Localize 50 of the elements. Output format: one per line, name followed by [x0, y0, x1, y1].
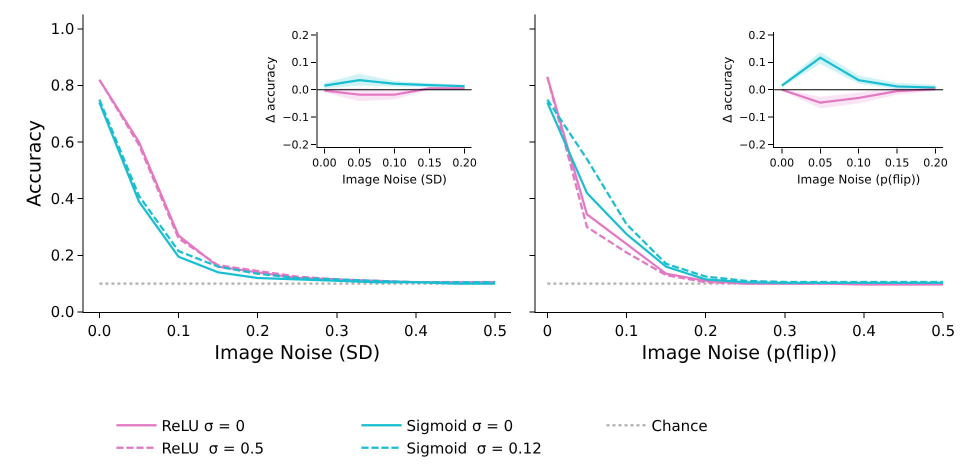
x-tick-label: 0.20 [452, 156, 477, 170]
x-tick-label: 0.0 [87, 322, 112, 340]
x-tick-label: 0.4 [852, 322, 876, 340]
x-axis-title: Image Noise (SD) [214, 342, 380, 364]
legend-label: Sigmoid σ = 0.12 [406, 440, 542, 458]
x-axis-title: Image Noise (SD) [342, 172, 447, 186]
y-tick-label: 0.1 [292, 56, 310, 70]
x-tick-label: 0.15 [417, 156, 442, 170]
legend-label: ReLU σ = 0 [162, 417, 245, 436]
y-tick-label: 0.4 [50, 190, 74, 208]
x-tick-label: 0.5 [483, 322, 508, 340]
x-tick-label: 0.20 [923, 156, 948, 170]
legend-label: Chance [652, 417, 708, 436]
x-axis-title: Image Noise (p(flip)) [797, 172, 920, 186]
x-tick-label: 0.10 [382, 156, 407, 170]
x-tick-label: 0.3 [324, 322, 349, 340]
y-tick-label: 0.2 [748, 28, 766, 42]
x-tick-label: 0.2 [246, 322, 270, 340]
y-tick-label: 0.8 [50, 76, 74, 95]
y-tick-label: −0.1 [739, 110, 766, 124]
y-tick-label: 0.2 [50, 246, 74, 265]
legend-label: Sigmoid σ = 0 [406, 417, 514, 436]
y-tick-label: −0.2 [282, 138, 310, 152]
y-tick-label: 0.0 [50, 303, 74, 322]
x-tick-label: 0.10 [846, 156, 871, 170]
y-axis-title: Δ accuracy [720, 56, 734, 123]
legend-label: ReLU σ = 0.5 [162, 440, 264, 458]
y-tick-label: −0.1 [282, 110, 310, 124]
x-tick-label: 0.00 [312, 156, 337, 170]
x-tick-label: 0.05 [347, 156, 372, 170]
x-tick-label: 0.1 [614, 322, 638, 340]
y-tick-label: 0.1 [748, 56, 766, 70]
y-tick-label: 0.2 [292, 28, 310, 42]
y-tick-label: 0.0 [748, 84, 766, 97]
x-tick-label: 0.5 [931, 322, 956, 340]
x-tick-label: 0.00 [770, 156, 794, 170]
y-tick-label: 0.6 [50, 133, 74, 152]
x-tick-label: 0.3 [772, 322, 797, 340]
x-tick-label: 0.2 [694, 322, 718, 340]
y-axis-title: Δ accuracy [264, 56, 278, 123]
x-tick-label: 0.1 [166, 322, 190, 340]
y-tick-label: 0.0 [292, 84, 310, 97]
x-tick-label: 0.05 [808, 156, 833, 170]
y-tick-label: 1.0 [50, 20, 74, 38]
x-tick-label: 0.15 [884, 156, 910, 170]
y-tick-label: −0.2 [739, 138, 766, 152]
y-axis-title: Accuracy [23, 120, 46, 207]
x-axis-title: Image Noise (p(flip)) [642, 342, 837, 364]
x-tick-label: 0 [542, 322, 552, 340]
x-tick-label: 0.4 [404, 322, 428, 340]
